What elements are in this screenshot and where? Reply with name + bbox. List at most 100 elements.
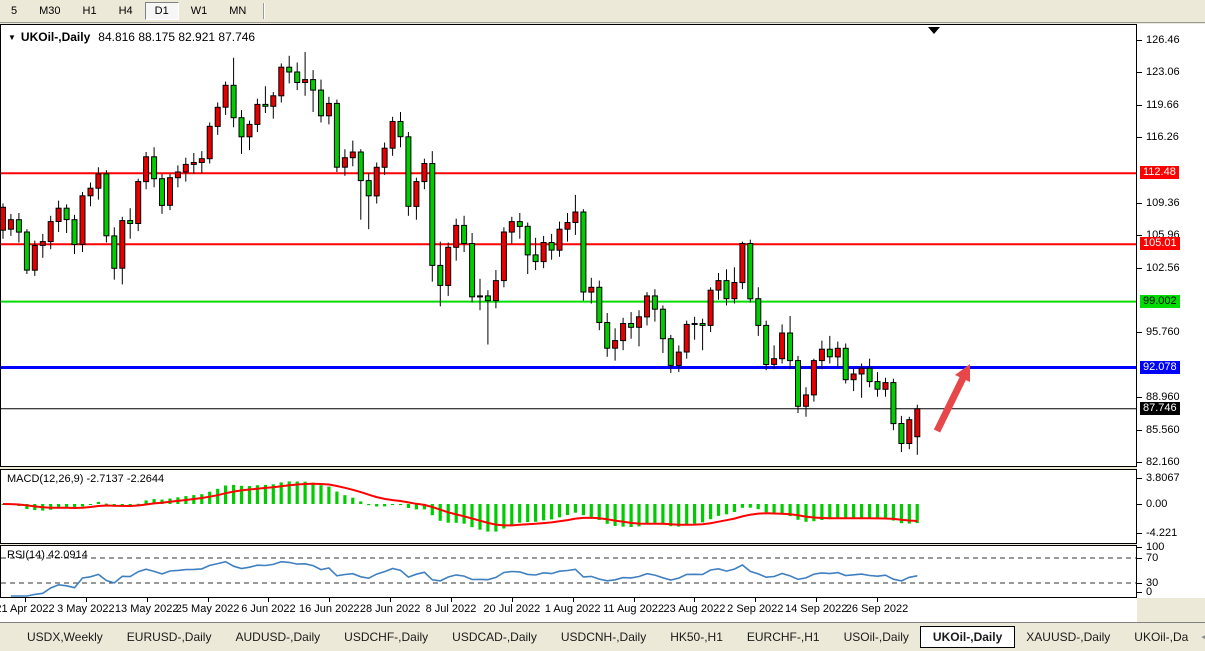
candlestick-chart[interactable] (1, 25, 1136, 466)
candle (723, 269, 730, 306)
date-tick-mark (85, 598, 87, 602)
timeframe-button-w1[interactable]: W1 (190, 5, 208, 17)
price-chart-pane[interactable]: ▼ UKOil-,Daily 84.816 88.175 82.921 87.7… (0, 24, 1137, 467)
candle (143, 152, 150, 190)
date-tick-mark (633, 598, 635, 602)
rsi-levels (1, 557, 1136, 584)
date-tick-mark (816, 598, 818, 602)
candle (580, 209, 587, 301)
date-label: 28 Jun 2022 (359, 603, 421, 615)
candle (357, 149, 364, 220)
candle (842, 343, 849, 384)
date-tick-mark (146, 598, 148, 602)
candle (810, 358, 817, 402)
candles-series (1, 52, 921, 455)
timeframe-button-h4[interactable]: H4 (118, 5, 133, 17)
tab-usdchf-daily[interactable]: USDCHF-,Daily (344, 630, 429, 644)
tab-ukoil-daily[interactable]: UKOil-,Daily (919, 626, 1016, 648)
candle (397, 112, 404, 148)
candle (461, 215, 468, 252)
candle (484, 290, 491, 345)
up-arrow-annotation[interactable] (933, 364, 970, 433)
candle (683, 320, 690, 359)
candle (190, 153, 197, 174)
tick-mark (1137, 533, 1142, 534)
candle (238, 110, 245, 154)
macd-chart[interactable] (1, 470, 1136, 543)
candle (174, 165, 181, 188)
tick-mark (1137, 72, 1142, 73)
macd-indicator-pane[interactable]: MACD(12,26,9) -2.7137 -2.2644 (0, 469, 1137, 544)
candle (230, 57, 237, 128)
tab-xauusd-daily[interactable]: XAUUSD-,Daily (1026, 630, 1111, 644)
candle (882, 377, 889, 397)
date-tick-mark (451, 598, 452, 602)
candle (39, 233, 46, 258)
candle (651, 289, 658, 322)
candle (135, 178, 142, 232)
candle (699, 318, 706, 351)
tab-eurusd-daily[interactable]: EURUSD-,Daily (126, 630, 212, 644)
candle (286, 55, 293, 84)
tab-audusd-daily[interactable]: AUDUSD-,Daily (235, 630, 321, 644)
price-tick-109.36: 109.36 (1146, 197, 1180, 209)
chart-title: ▼ UKOil-,Daily 84.816 88.175 82.921 87.7… (8, 30, 255, 44)
candle (779, 324, 786, 364)
date-tick-mark (25, 598, 26, 602)
tab-usdx-weekly[interactable]: USDX,Weekly (27, 630, 103, 644)
timeframe-button-d1[interactable]: D1 (144, 2, 179, 20)
tab-ukoil-da[interactable]: UKOil-,Da (1134, 630, 1189, 644)
candle (214, 102, 221, 135)
candle (850, 368, 857, 392)
candle (556, 221, 563, 257)
tab-usdcnh-daily[interactable]: USDCNH-,Daily (560, 630, 647, 644)
date-label: 14 Sep 2022 (784, 603, 848, 615)
candle (55, 200, 62, 232)
candle (612, 328, 619, 361)
rsi-chart[interactable] (1, 546, 1136, 597)
date-axis[interactable]: 21 Apr 2022 3 May 2022 13 May 2022 25 May 2… (0, 598, 1137, 622)
candle (469, 233, 476, 303)
tick-mark (1137, 40, 1142, 41)
candle (1, 203, 6, 239)
date-tick-mark (877, 598, 878, 602)
candle (747, 239, 754, 303)
tab-usdcad-daily[interactable]: USDCAD-,Daily (452, 630, 537, 644)
tab-eurchf-h1[interactable]: EURCHF-,H1 (746, 630, 820, 644)
timeframe-button-h1[interactable]: H1 (82, 5, 97, 17)
rsi-tick-30: 30 (1146, 577, 1159, 589)
macd-signal-line (2, 482, 918, 527)
price-level-tag-105.01: 105.01 (1140, 237, 1180, 251)
timeframe-button-5[interactable]: 5 (11, 5, 18, 17)
rsi-label: RSI(14) 42.0914 (7, 549, 88, 561)
candle (763, 320, 770, 371)
candle (341, 149, 348, 176)
chart-symbol: UKOil-,Daily (20, 30, 91, 44)
candle (628, 312, 635, 339)
date-label: 6 Jun 2022 (241, 603, 296, 615)
rsi-indicator-pane[interactable]: RSI(14) 42.0914 (0, 545, 1137, 598)
tab-hk50-h1[interactable]: HK50-,H1 (670, 630, 723, 644)
price-axis[interactable]: 126.46 123.06 119.66 116.26 109.36 105.96 102.… (1137, 24, 1205, 598)
chart-shift-marker-icon[interactable] (928, 27, 940, 34)
tab-usoil-daily[interactable]: USOil-,Daily (843, 630, 909, 644)
candle (47, 215, 54, 250)
macd-tick-0.00: 0.00 (1146, 498, 1168, 510)
candle (731, 267, 738, 304)
price-tick-116.26: 116.26 (1146, 131, 1179, 143)
candle (270, 92, 277, 119)
timeframe-button-mn[interactable]: MN (229, 5, 247, 17)
price-tick-126.46: 126.46 (1146, 34, 1180, 46)
candle (588, 277, 595, 304)
candle (262, 86, 269, 113)
timeframe-button-m30[interactable]: M30 (39, 5, 61, 17)
date-tick-mark (268, 598, 270, 602)
candle (349, 140, 356, 167)
candle (79, 192, 86, 252)
rsi-tick-70: 70 (1146, 552, 1159, 564)
support-resistance-lines[interactable] (1, 172, 1136, 410)
tab-scroll-left-icon[interactable]: ◄ (1199, 631, 1205, 643)
chart-dropdown-icon[interactable]: ▼ (8, 32, 16, 42)
candle (477, 278, 483, 311)
date-label: 1 Aug 2022 (544, 603, 601, 615)
